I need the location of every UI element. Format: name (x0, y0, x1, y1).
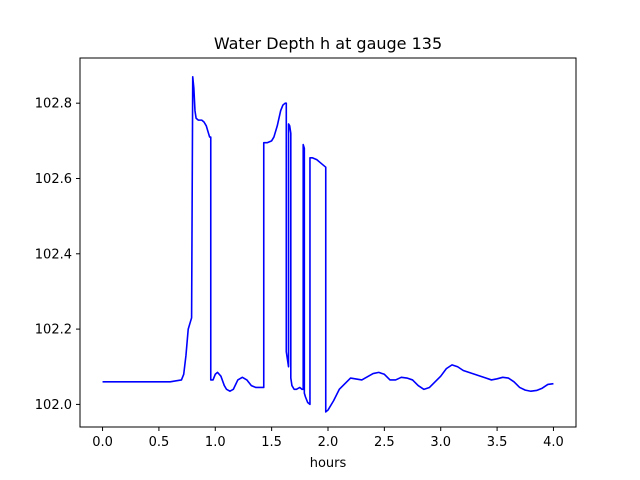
y-tick-label: 102.0 (35, 398, 72, 413)
x-axis-label: hours (310, 456, 347, 471)
x-tick-label: 1.5 (261, 435, 282, 450)
series-line-1 (102, 76, 554, 413)
y-tick-label: 102.2 (35, 323, 72, 338)
x-tick-label: 3.0 (430, 435, 451, 450)
x-tick-label: 0.0 (92, 435, 113, 450)
x-tick-label: 2.0 (318, 435, 339, 450)
x-tick-label: 4.0 (543, 435, 564, 450)
y-tick-label: 102.4 (35, 247, 72, 262)
x-tick-label: 0.5 (149, 435, 170, 450)
x-tick-label: 2.5 (374, 435, 395, 450)
y-tick-label: 102.6 (35, 172, 72, 187)
chart-title: Water Depth h at gauge 135 (214, 34, 442, 53)
y-tick-label: 102.8 (35, 97, 72, 112)
x-tick-label: 1.0 (205, 435, 226, 450)
x-tick-label: 3.5 (487, 435, 508, 450)
